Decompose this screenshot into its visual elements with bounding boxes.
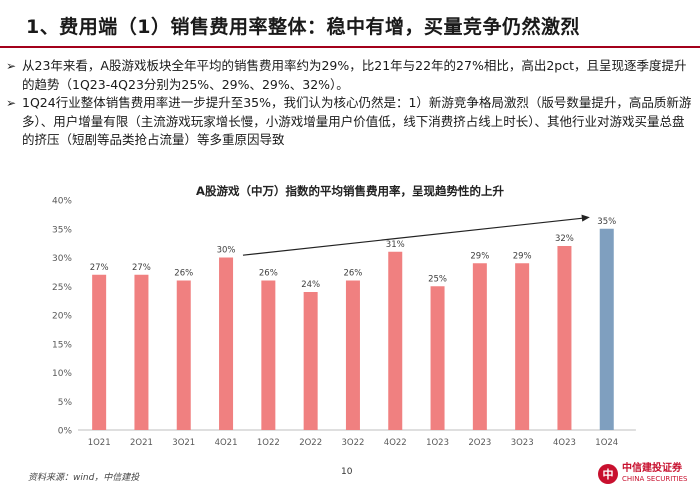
source-note: 资料来源：wind，中信建投 — [28, 473, 140, 483]
bullet-item: ➢ 1Q24行业整体销售费用率进一步提升至35%，我们认为核心仍然是：1）新游竞… — [6, 94, 696, 150]
page-number: 10 — [341, 467, 353, 477]
y-tick-label: 35% — [52, 225, 72, 235]
data-label: 27% — [132, 263, 151, 273]
data-label: 26% — [343, 269, 362, 279]
data-label: 27% — [90, 263, 109, 273]
x-tick-label: 1Q22 — [257, 438, 280, 445]
bar — [219, 257, 234, 430]
y-tick-label: 5% — [58, 398, 73, 408]
data-label: 32% — [555, 234, 574, 244]
x-tick-label: 4Q21 — [215, 438, 238, 445]
data-label: 26% — [259, 269, 278, 279]
bullet-text: 1Q24行业整体销售费用率进一步提升至35%，我们认为核心仍然是：1）新游竞争格… — [22, 95, 692, 147]
bar — [388, 251, 403, 430]
bar — [303, 292, 318, 430]
title-divider — [0, 46, 700, 48]
bullet-list: ➢ 从23年来看，A股游戏板块全年平均的销售费用率约为29%，比21年与22年的… — [6, 57, 696, 150]
slide-title: 1、费用端（1）销售费用率整体：稳中有增，买量竞争仍然激烈 — [26, 16, 580, 38]
bar — [472, 263, 487, 430]
data-label: 25% — [428, 274, 447, 284]
company-logo: 中 中信建投证券 CHINA SECURITIES — [598, 463, 687, 485]
bar — [557, 246, 572, 430]
data-label: 30% — [217, 246, 236, 256]
x-tick-label: 1Q23 — [426, 438, 449, 445]
logo-cn: 中信建投证券 — [622, 463, 682, 474]
bar — [92, 274, 107, 430]
x-tick-label: 2Q22 — [299, 438, 322, 445]
x-tick-label: 4Q22 — [384, 438, 407, 445]
y-tick-label: 30% — [52, 254, 72, 264]
bullet-item: ➢ 从23年来看，A股游戏板块全年平均的销售费用率约为29%，比21年与22年的… — [6, 57, 696, 94]
bar — [599, 228, 614, 430]
data-label: 31% — [386, 240, 405, 250]
x-tick-label: 4Q23 — [553, 438, 576, 445]
data-label: 26% — [174, 269, 193, 279]
bullet-text: 从23年来看，A股游戏板块全年平均的销售费用率约为29%，比21年与22年的27… — [22, 58, 687, 92]
y-tick-label: 25% — [52, 283, 72, 293]
logo-icon: 中 — [598, 464, 618, 484]
x-tick-label: 3Q22 — [341, 438, 364, 445]
x-tick-label: 1Q21 — [88, 438, 111, 445]
bar — [176, 280, 191, 430]
bar — [134, 274, 149, 430]
bullet-arrow-icon: ➢ — [6, 96, 17, 110]
x-tick-label: 3Q21 — [172, 438, 195, 445]
trend-arrow-head — [581, 214, 590, 222]
logo-en: CHINA SECURITIES — [622, 475, 688, 483]
bullet-arrow-icon: ➢ — [6, 59, 17, 73]
y-tick-label: 0% — [58, 427, 73, 437]
data-label: 35% — [597, 217, 616, 227]
data-label: 24% — [301, 280, 320, 290]
x-tick-label: 2Q21 — [130, 438, 153, 445]
y-tick-label: 15% — [52, 340, 72, 350]
x-tick-label: 2Q23 — [468, 438, 491, 445]
bar — [515, 263, 530, 430]
y-tick-label: 40% — [52, 197, 72, 207]
data-label: 29% — [470, 251, 489, 261]
logo-text: 中信建投证券 CHINA SECURITIES — [622, 463, 687, 485]
y-tick-label: 10% — [52, 369, 72, 379]
bar — [261, 280, 276, 430]
bar-chart: 0% 5% 10% 15% 20% 25% 30% 35% 40% 27% 1Q21 27% 2Q21 2… — [52, 197, 636, 445]
data-label: 29% — [513, 251, 532, 261]
chart-title: A股游戏（中万）指数的平均销售费用率，呈现趋势性的上升 — [196, 184, 504, 198]
trend-arrow-line — [242, 217, 584, 256]
bar — [430, 286, 445, 430]
bar — [345, 280, 360, 430]
y-tick-label: 20% — [52, 312, 72, 322]
x-tick-label: 1Q24 — [595, 438, 618, 445]
x-tick-label: 3Q23 — [511, 438, 534, 445]
